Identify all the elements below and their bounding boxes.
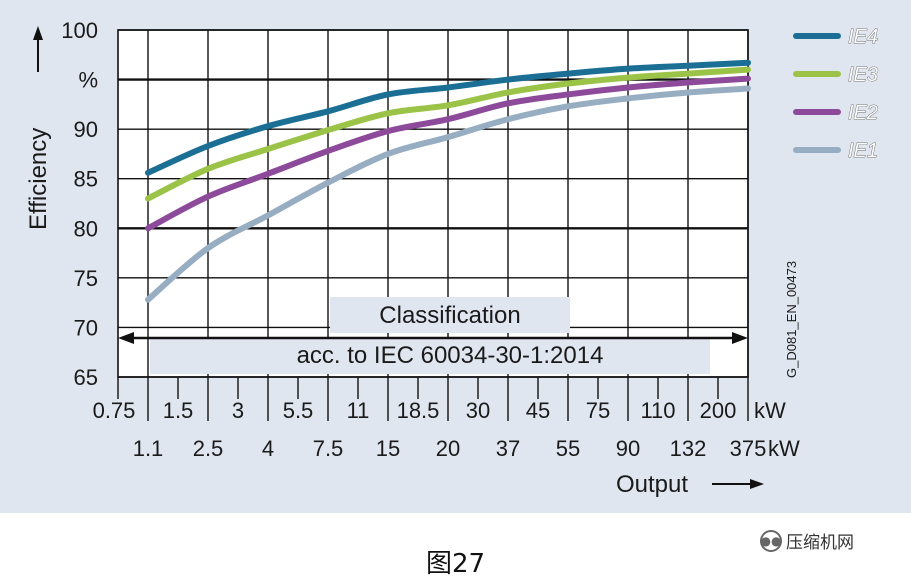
- arrow-right-icon: [732, 332, 748, 344]
- x-axis-title: Output: [616, 471, 688, 498]
- x-tick-label-bottom: 15: [376, 436, 400, 461]
- classification-box: [330, 297, 570, 333]
- x-tick-label-top: 1.5: [163, 398, 194, 423]
- x-axis-arrow-icon: [750, 479, 764, 489]
- chart-code: G_D081_EN_00473: [784, 261, 799, 378]
- arrow-left-icon: [118, 332, 134, 344]
- x-tick-label-bottom: 7.5: [313, 436, 344, 461]
- legend-label-ie4: IE4: [848, 26, 878, 48]
- x-tick-label-top: 75: [586, 398, 610, 423]
- y-tick-labels: 100% 90 85 80 75 70 65: [61, 18, 98, 390]
- y-tick-label: 80: [74, 216, 98, 241]
- x-tick-label-bottom: 1.1: [133, 436, 164, 461]
- x-tick-label-top: 30: [466, 398, 490, 423]
- y-tick-label: 65: [74, 365, 98, 390]
- x-tick-label-top: 110: [640, 398, 675, 423]
- classification-standard-box: [150, 338, 710, 374]
- wechat-icon: ●●: [760, 529, 782, 552]
- x-tick-label-top: 0.75: [93, 398, 136, 423]
- legend: IE4 IE3 IE2 IE1: [793, 26, 878, 162]
- annotation-standard: acc. to IEC 60034-30-1:2014: [297, 342, 604, 369]
- efficiency-curves: [145, 59, 751, 303]
- legend-label-ie3: IE3: [848, 64, 878, 86]
- y-tick-label: 75: [74, 266, 98, 291]
- x-tick-label-top: 18.5: [397, 398, 440, 423]
- watermark-text: 压缩机网: [786, 533, 854, 553]
- plot-border: [117, 29, 749, 378]
- x-tick-label-top: 11: [347, 398, 370, 423]
- y-tick-label: %: [78, 68, 98, 93]
- x-tick-label-top: 200: [700, 398, 737, 423]
- x-unit-bottom: kW: [768, 436, 800, 461]
- y-tick-label: 90: [74, 117, 98, 142]
- y-axis-title: Efficiency: [25, 128, 52, 230]
- series-line-ie1: [145, 85, 751, 303]
- y-axis-arrow-icon: [33, 26, 43, 40]
- x-tick-label-top: 5.5: [283, 398, 314, 423]
- series-line-ie2: [145, 75, 751, 232]
- figure-caption: 图27: [425, 549, 486, 579]
- x-tick-label-bottom: 132: [670, 436, 707, 461]
- x-tick-labels-top: 0.75 1.5 3 5.5 11 18.5 30 45 75 110 200: [93, 398, 737, 423]
- y-tick-label: 70: [74, 315, 98, 340]
- y-tick-label: 100: [61, 18, 98, 43]
- legend-label-ie1: IE1: [848, 140, 878, 162]
- efficiency-chart: 100% 90 85 80 75 70 65 0.75 1.5 3 5.5 11 18.5 30 45 75…: [25, 18, 878, 498]
- x-tick-label-bottom: 375: [730, 436, 767, 461]
- x-tick-labels-bottom: 1.1 2.5 4 7.5 15 20 37 55 90 132 375: [133, 436, 767, 461]
- x-tick-label-top: 45: [526, 398, 550, 423]
- x-tick-label-bottom: 90: [616, 436, 640, 461]
- series-line-ie4: [145, 59, 751, 176]
- x-tick-label-bottom: 55: [556, 436, 580, 461]
- watermark: ●● 压缩机网: [760, 528, 854, 553]
- x-tick-label-top: 3: [232, 398, 244, 423]
- x-tick-label-bottom: 37: [496, 436, 520, 461]
- y-tick-label: 85: [74, 167, 98, 192]
- series-line-ie3: [145, 66, 751, 202]
- x-tick-label-bottom: 4: [262, 436, 274, 461]
- annotation-classification: Classification: [379, 302, 520, 329]
- x-tick-label-bottom: 20: [436, 436, 460, 461]
- legend-label-ie2: IE2: [848, 102, 878, 124]
- x-tick-label-bottom: 2.5: [193, 436, 224, 461]
- x-unit-top: kW: [754, 398, 786, 423]
